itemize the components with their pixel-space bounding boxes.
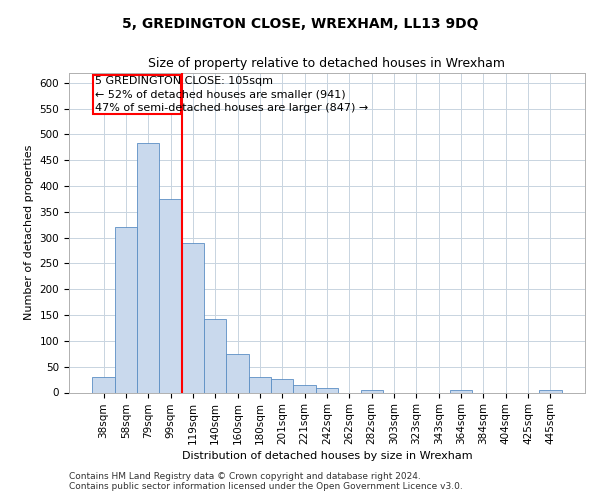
Bar <box>93 75 181 114</box>
Bar <box>293 385 316 392</box>
Bar <box>226 354 249 393</box>
Bar <box>137 143 160 392</box>
Text: 5 GREDINGTON CLOSE: 105sqm
← 52% of detached houses are smaller (941)
47% of sem: 5 GREDINGTON CLOSE: 105sqm ← 52% of deta… <box>95 76 368 112</box>
Bar <box>182 243 204 392</box>
Text: Contains HM Land Registry data © Crown copyright and database right 2024.: Contains HM Land Registry data © Crown c… <box>69 472 421 481</box>
Title: Size of property relative to detached houses in Wrexham: Size of property relative to detached ho… <box>149 57 505 70</box>
Bar <box>316 388 338 392</box>
Bar <box>204 318 226 392</box>
Bar <box>361 390 383 392</box>
Text: Contains public sector information licensed under the Open Government Licence v3: Contains public sector information licen… <box>69 482 463 491</box>
Text: 5, GREDINGTON CLOSE, WREXHAM, LL13 9DQ: 5, GREDINGTON CLOSE, WREXHAM, LL13 9DQ <box>122 18 478 32</box>
X-axis label: Distribution of detached houses by size in Wrexham: Distribution of detached houses by size … <box>182 452 472 462</box>
Y-axis label: Number of detached properties: Number of detached properties <box>24 145 34 320</box>
Bar <box>450 390 472 392</box>
Bar <box>92 377 115 392</box>
Bar <box>249 377 271 392</box>
Bar <box>271 378 293 392</box>
Bar <box>539 390 562 392</box>
Bar <box>115 228 137 392</box>
Bar <box>160 199 182 392</box>
